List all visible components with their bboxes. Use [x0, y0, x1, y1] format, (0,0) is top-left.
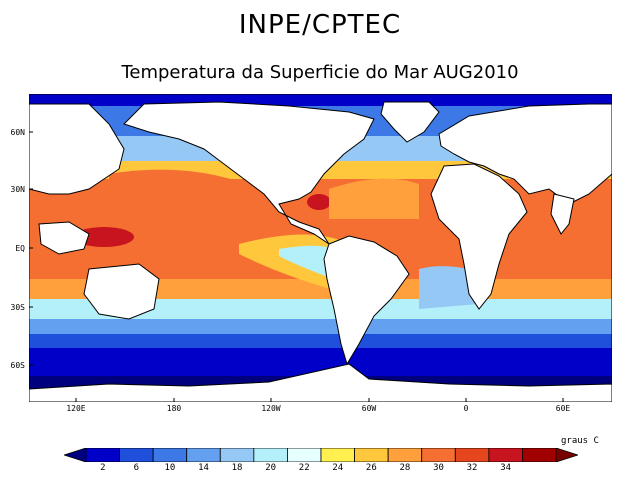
nw-pacific-warm	[109, 169, 259, 214]
colorbar-tick-label: 18	[231, 463, 243, 473]
lat-label-30s: 30S	[10, 303, 25, 312]
west-pacific-warm-pool	[74, 227, 134, 247]
colorbar-tick-label: 14	[198, 463, 209, 473]
map-ticks	[29, 131, 564, 402]
colorbar-segment	[253, 448, 288, 462]
lon-label-120e: 120E	[66, 404, 86, 413]
band-south-temp	[29, 319, 612, 334]
colorbar-segment	[354, 448, 389, 462]
colorbar-high-arrow	[555, 448, 578, 462]
colorbar-segment	[421, 448, 456, 462]
colorbar-tick-label: 26	[365, 463, 377, 473]
lat-label-60n: 60N	[10, 128, 25, 137]
colorbar-tick-label: 28	[399, 463, 411, 473]
colorbar-tick-label: 34	[500, 463, 512, 473]
lon-label-60e: 60E	[555, 404, 571, 413]
colorbar-segment	[219, 448, 255, 462]
colorbar-tick-label: 24	[332, 463, 344, 473]
lat-label-eq: EQ	[15, 244, 25, 253]
colorbar-tick-label: 20	[265, 463, 277, 473]
colorbar-segment	[152, 448, 188, 462]
colorbar-segment	[522, 448, 557, 462]
lon-label-0: 0	[463, 404, 469, 413]
sst-map	[29, 94, 612, 402]
map-subtitle: Temperatura da Superficie do Mar AUG2010	[121, 62, 519, 83]
colorbar-segment	[454, 448, 490, 462]
colorbar-segment	[320, 448, 355, 462]
colorbar-units: graus C	[561, 436, 599, 446]
colorbar-tick-label: 30	[433, 463, 444, 473]
page-title: INPE/CPTEC	[238, 10, 402, 40]
colorbar-tick-label: 22	[298, 463, 310, 473]
colorbar-tick-label: 32	[466, 463, 478, 473]
colorbar-tick-label: 6	[133, 463, 140, 473]
colorbar-segment	[387, 448, 423, 462]
band-arctic	[29, 94, 612, 106]
band-south-cool	[29, 334, 612, 348]
colorbar-tick-label: 2	[100, 463, 106, 473]
land	[29, 101, 612, 402]
colorbar	[64, 448, 578, 462]
colorbar-segment	[119, 448, 154, 462]
colorbar-segment	[186, 448, 221, 462]
lat-label-60s: 60S	[10, 361, 25, 370]
colorbar-segment	[488, 448, 523, 462]
north-atlantic-warm	[329, 178, 419, 219]
colorbar-segment	[85, 448, 120, 462]
lat-label-30n: 30N	[10, 185, 25, 194]
se-atlantic-cool	[419, 266, 479, 309]
colorbar-segment	[287, 448, 322, 462]
lon-label-60w: 60W	[361, 404, 377, 413]
colorbar-low-arrow	[64, 448, 87, 462]
lon-label-120w: 120W	[261, 404, 281, 413]
colorbar-tick-label: 10	[164, 463, 176, 473]
gulf-of-mexico	[307, 194, 331, 210]
lon-label-180: 180	[166, 404, 182, 413]
